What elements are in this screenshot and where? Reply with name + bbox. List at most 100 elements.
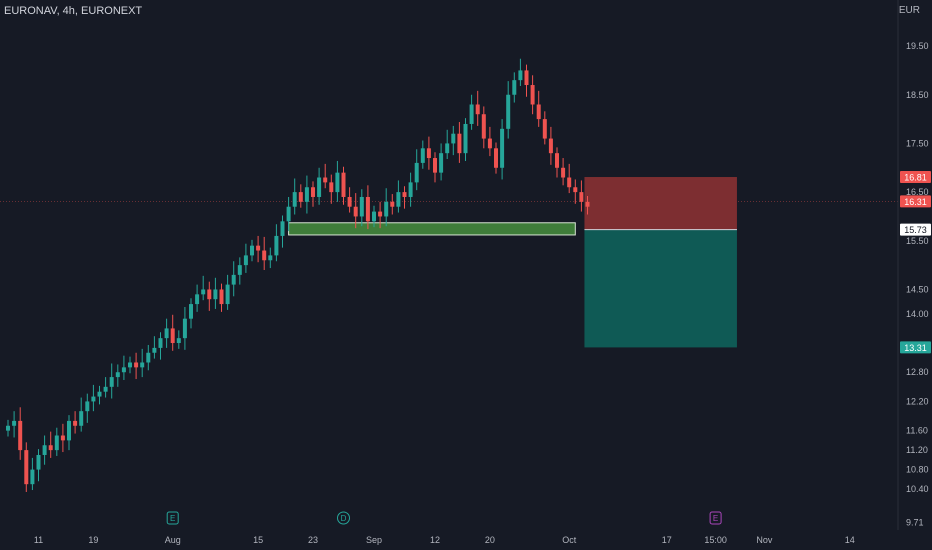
- candle[interactable]: [54, 435, 59, 451]
- candle[interactable]: [445, 143, 450, 154]
- candle[interactable]: [579, 192, 584, 202]
- candle[interactable]: [292, 192, 297, 207]
- candle[interactable]: [457, 133, 462, 154]
- candle[interactable]: [359, 196, 364, 217]
- candle[interactable]: [213, 289, 218, 300]
- candle[interactable]: [262, 250, 267, 261]
- dividend-marker[interactable]: [337, 511, 350, 525]
- candle[interactable]: [207, 289, 212, 300]
- candle[interactable]: [79, 411, 84, 426]
- earnings-marker[interactable]: [166, 511, 179, 525]
- candle[interactable]: [530, 85, 535, 105]
- candle[interactable]: [335, 172, 340, 193]
- candle[interactable]: [6, 425, 10, 431]
- candle[interactable]: [451, 133, 456, 144]
- candle[interactable]: [134, 362, 139, 368]
- candle[interactable]: [115, 372, 120, 378]
- candle[interactable]: [341, 172, 346, 197]
- candle[interactable]: [402, 192, 407, 197]
- candle[interactable]: [426, 148, 431, 159]
- candle[interactable]: [481, 114, 486, 139]
- candle[interactable]: [274, 235, 279, 256]
- take-profit-zone[interactable]: [584, 229, 737, 348]
- candle[interactable]: [365, 196, 370, 222]
- candle[interactable]: [487, 138, 492, 149]
- candle[interactable]: [347, 196, 352, 207]
- candle[interactable]: [24, 450, 29, 485]
- candle[interactable]: [378, 211, 383, 217]
- candle[interactable]: [512, 80, 517, 95]
- candle[interactable]: [189, 304, 193, 319]
- candle[interactable]: [518, 70, 523, 81]
- candle[interactable]: [73, 420, 78, 426]
- candle[interactable]: [372, 211, 376, 222]
- candle[interactable]: [243, 255, 248, 266]
- candle[interactable]: [317, 177, 322, 197]
- candle[interactable]: [12, 420, 17, 426]
- candle[interactable]: [439, 153, 444, 173]
- candle[interactable]: [469, 104, 474, 124]
- candle[interactable]: [353, 206, 358, 217]
- candle[interactable]: [420, 148, 425, 163]
- earnings-marker[interactable]: [709, 511, 722, 525]
- candle[interactable]: [152, 347, 157, 353]
- candle[interactable]: [109, 377, 114, 387]
- candle[interactable]: [42, 445, 47, 455]
- candle[interactable]: [97, 391, 102, 397]
- candle[interactable]: [433, 158, 437, 173]
- candle[interactable]: [329, 182, 334, 193]
- candle[interactable]: [85, 401, 90, 412]
- candle[interactable]: [195, 294, 200, 305]
- candle[interactable]: [48, 445, 53, 451]
- candle[interactable]: [201, 289, 206, 295]
- candle[interactable]: [414, 162, 419, 183]
- candle[interactable]: [67, 420, 71, 441]
- candle[interactable]: [225, 284, 230, 305]
- candle[interactable]: [298, 192, 303, 202]
- candle[interactable]: [158, 338, 163, 348]
- candle[interactable]: [567, 177, 572, 188]
- candle[interactable]: [573, 187, 578, 193]
- candle[interactable]: [237, 265, 242, 275]
- candle[interactable]: [219, 289, 224, 305]
- candle[interactable]: [121, 367, 126, 373]
- candle[interactable]: [176, 338, 181, 344]
- candle[interactable]: [170, 328, 175, 344]
- candle[interactable]: [408, 182, 413, 197]
- candle[interactable]: [585, 201, 590, 207]
- symbol-title[interactable]: EURONAV, 4h, EURONEXT: [4, 5, 143, 17]
- candle[interactable]: [536, 104, 541, 120]
- candle[interactable]: [384, 201, 389, 217]
- support-zone[interactable]: [288, 222, 576, 236]
- candle[interactable]: [304, 187, 309, 202]
- candle[interactable]: [18, 420, 23, 451]
- candle[interactable]: [30, 469, 35, 485]
- candle[interactable]: [390, 201, 395, 207]
- candle[interactable]: [182, 318, 187, 339]
- candle[interactable]: [256, 245, 261, 251]
- price-axis[interactable]: 19.50 18.50 17.50 16.50 15.50 14.50 14.00 12.80…: [906, 41, 929, 528]
- position-zones[interactable]: [288, 177, 737, 348]
- candle[interactable]: [555, 153, 559, 168]
- candle[interactable]: [280, 221, 285, 236]
- time-axis[interactable]: 11 19 Aug 15 23 Sep 12 20 Oct 17 15:00 Nov 14: [34, 535, 855, 545]
- candle[interactable]: [103, 386, 108, 392]
- candle[interactable]: [500, 128, 505, 168]
- candle[interactable]: [561, 167, 566, 178]
- candle[interactable]: [164, 328, 169, 339]
- candle[interactable]: [463, 123, 468, 154]
- candle[interactable]: [128, 362, 132, 368]
- candle[interactable]: [548, 138, 553, 154]
- candle[interactable]: [146, 352, 151, 363]
- candle[interactable]: [140, 362, 145, 368]
- candle[interactable]: [494, 148, 498, 168]
- candle[interactable]: [524, 70, 529, 86]
- candle[interactable]: [268, 255, 273, 261]
- candle[interactable]: [91, 396, 96, 402]
- candle[interactable]: [506, 94, 511, 129]
- candle[interactable]: [286, 206, 291, 222]
- candle[interactable]: [542, 119, 547, 139]
- candle[interactable]: [36, 454, 41, 470]
